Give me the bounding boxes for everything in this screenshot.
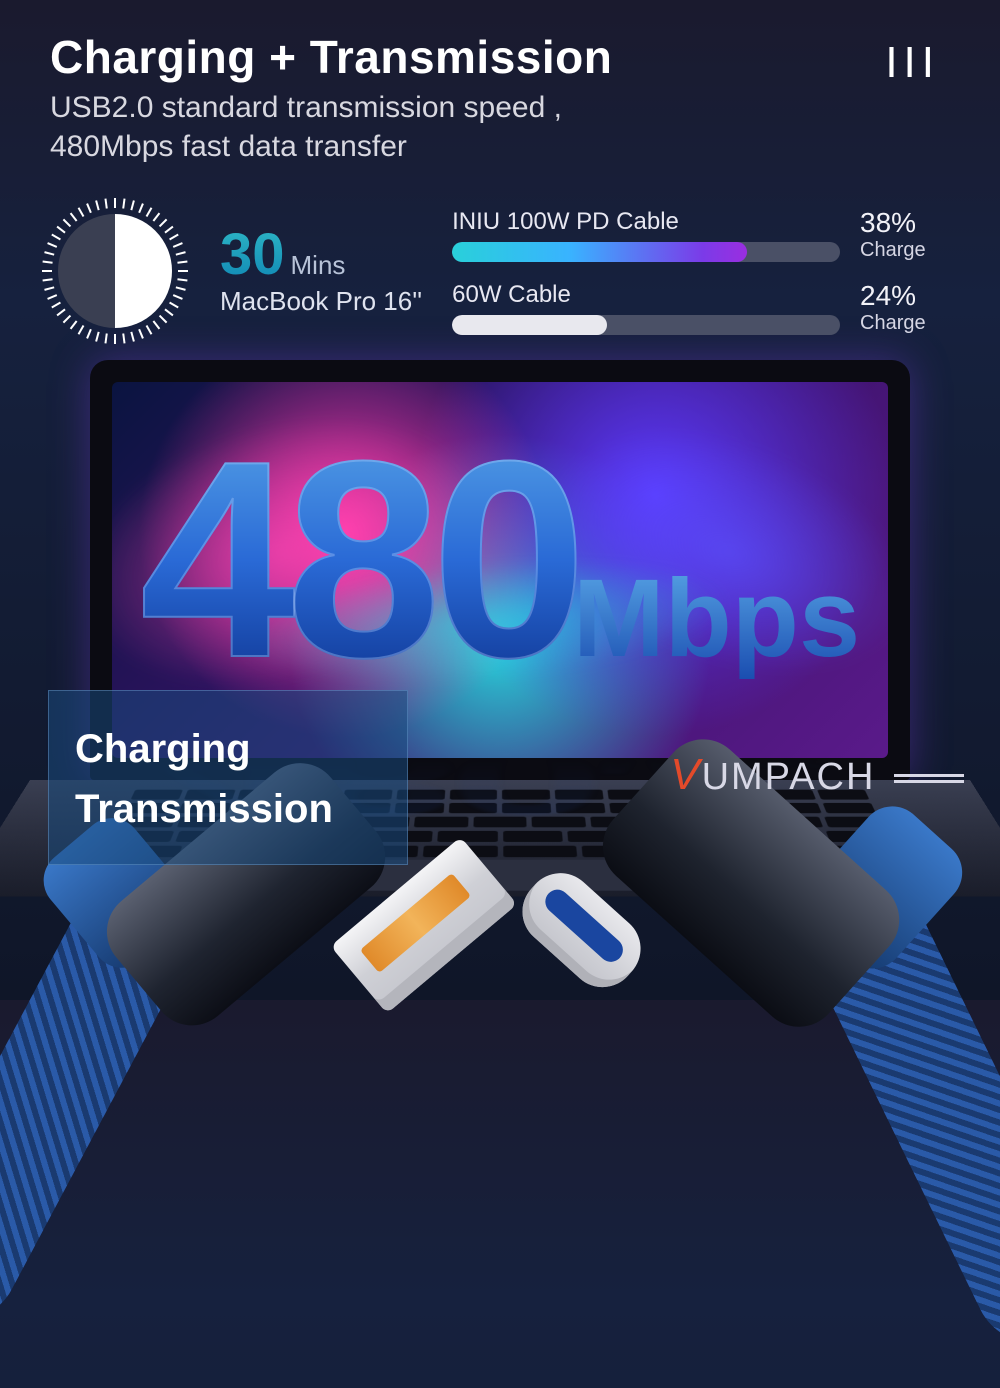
- header: Charging + Transmission USB2.0 standard …: [0, 0, 1000, 176]
- bar-track-60w: [452, 315, 840, 335]
- overlay-line-2: Transmission: [75, 779, 381, 839]
- subtitle-line-1: USB2.0 standard transmission speed ,: [50, 91, 562, 124]
- bar-row-60w: 60W Cable 24% Charge: [452, 280, 950, 335]
- time-unit: Mins: [291, 250, 346, 280]
- bar-label-60w: 60W Cable: [452, 281, 840, 309]
- bar-sub-60w: Charge: [860, 312, 950, 335]
- comparison-row: 30Mins MacBook Pro 16'' INIU 100W PD Cab…: [0, 176, 1000, 346]
- brand-lines-icon: [894, 771, 964, 786]
- clock-face: [58, 214, 172, 328]
- time-value: 30: [220, 226, 285, 284]
- headline-speed: 480Mbps: [140, 420, 860, 700]
- bar-row-100w: INIU 100W PD Cable 38% Charge: [452, 207, 950, 262]
- overlay-panel: Charging Transmission: [48, 690, 408, 865]
- time-block: 30Mins MacBook Pro 16'': [220, 226, 422, 317]
- brand-accent: V: [670, 750, 701, 799]
- clock-icon: [40, 196, 190, 346]
- brand-logo: VUMPACH: [670, 750, 964, 800]
- page-subtitle: USB2.0 standard transmission speed , 480…: [50, 88, 950, 166]
- brand-name: UMPACH: [702, 756, 876, 798]
- usb-c-cable: [454, 632, 1000, 1108]
- bar-pct-100w: 38%: [860, 207, 950, 239]
- page-title: Charging + Transmission: [50, 30, 950, 84]
- page-number-mark: III: [885, 38, 940, 88]
- device-name: MacBook Pro 16'': [220, 286, 422, 317]
- bar-fill-60w: [452, 315, 607, 335]
- subtitle-line-2: 480Mbps fast data transfer: [50, 130, 407, 163]
- bar-pct-60w: 24%: [860, 280, 950, 312]
- bar-track-100w: [452, 242, 840, 262]
- charge-bars: INIU 100W PD Cable 38% Charge 60W Cable …: [452, 207, 950, 335]
- bar-fill-100w: [452, 242, 747, 262]
- speed-number: 480: [140, 404, 577, 716]
- overlay-line-1: Charging: [75, 719, 381, 779]
- bar-label-100w: INIU 100W PD Cable: [452, 208, 840, 236]
- bar-sub-100w: Charge: [860, 239, 950, 262]
